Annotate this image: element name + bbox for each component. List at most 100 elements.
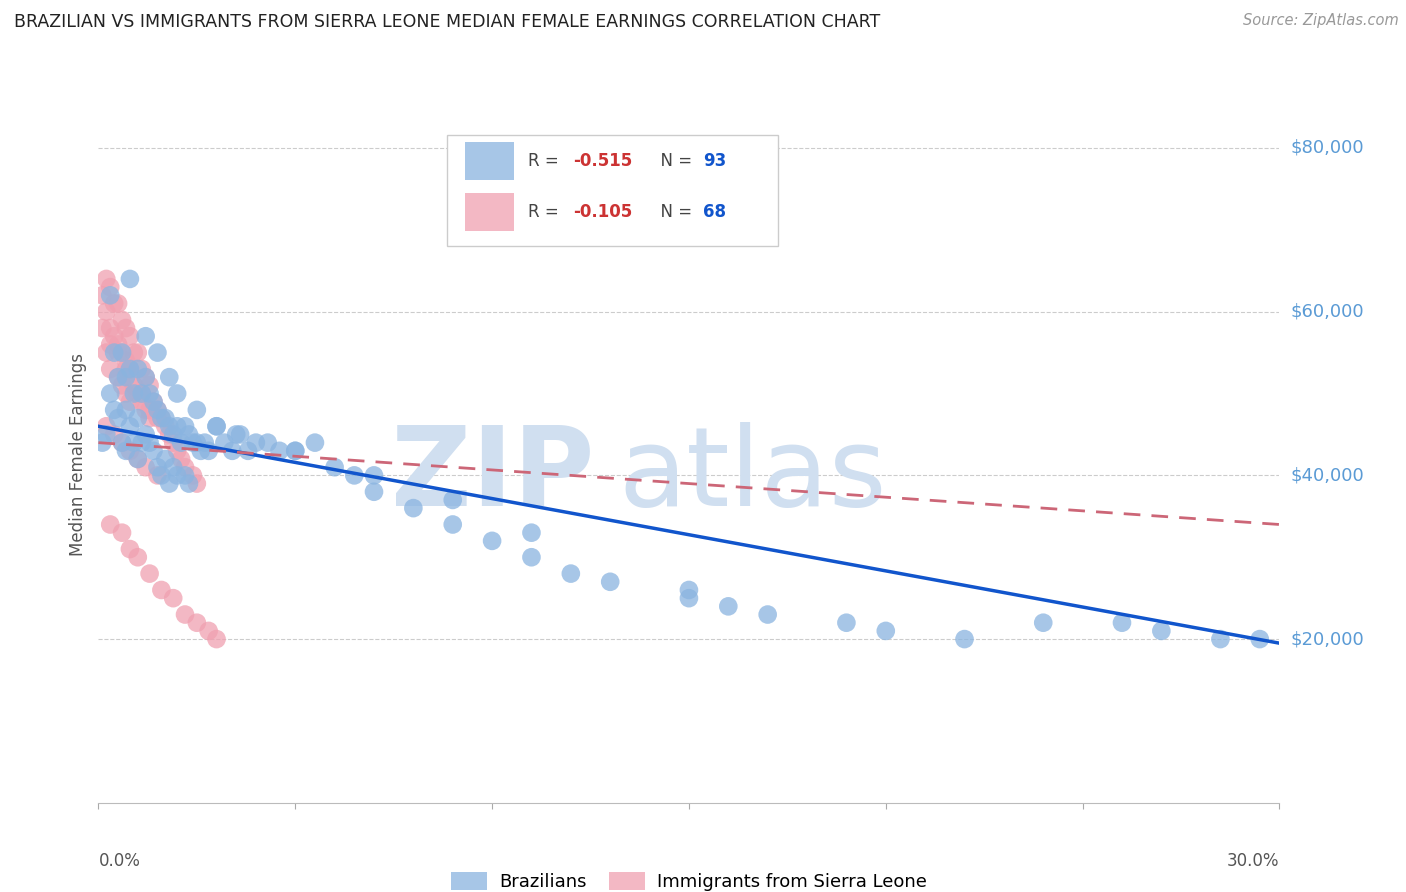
- Point: [181, 468, 204, 483]
- Point: [103, 296, 125, 310]
- Text: $60,000: $60,000: [1291, 302, 1364, 321]
- Point: [146, 460, 169, 475]
- Point: [135, 370, 157, 384]
- Point: [118, 272, 141, 286]
- Point: [118, 362, 141, 376]
- Point: [363, 468, 385, 483]
- Text: $80,000: $80,000: [1291, 139, 1364, 157]
- Point: [146, 468, 169, 483]
- Point: [127, 386, 149, 401]
- Point: [177, 476, 200, 491]
- Point: [304, 435, 326, 450]
- Point: [103, 403, 125, 417]
- Point: [197, 443, 219, 458]
- Point: [284, 443, 307, 458]
- Point: [229, 427, 252, 442]
- Point: [131, 386, 153, 401]
- Point: [107, 296, 129, 310]
- Point: [174, 460, 197, 475]
- Point: [111, 313, 134, 327]
- Text: -0.105: -0.105: [574, 202, 633, 220]
- Point: [441, 492, 464, 507]
- Point: [205, 419, 228, 434]
- Point: [146, 411, 169, 425]
- Text: 68: 68: [703, 202, 725, 220]
- Point: [157, 370, 180, 384]
- Point: [96, 419, 118, 434]
- Point: [118, 394, 141, 409]
- Text: 0.0%: 0.0%: [98, 852, 141, 870]
- Point: [98, 362, 121, 376]
- Point: [131, 435, 153, 450]
- Point: [150, 411, 173, 425]
- Point: [875, 624, 897, 638]
- Point: [174, 468, 197, 483]
- Point: [103, 345, 125, 359]
- Point: [135, 427, 157, 442]
- Point: [122, 345, 145, 359]
- Point: [256, 435, 278, 450]
- Y-axis label: Median Female Earnings: Median Female Earnings: [69, 353, 87, 557]
- Point: [155, 411, 177, 425]
- Point: [118, 362, 141, 376]
- Text: 93: 93: [703, 152, 727, 170]
- Point: [166, 443, 188, 458]
- Point: [96, 304, 118, 318]
- Point: [678, 582, 700, 597]
- Point: [111, 345, 134, 359]
- Text: $20,000: $20,000: [1291, 630, 1364, 648]
- Bar: [464, 193, 515, 231]
- Point: [170, 435, 193, 450]
- Point: [155, 452, 177, 467]
- Point: [138, 411, 160, 425]
- Point: [115, 370, 138, 384]
- Point: [135, 370, 157, 384]
- Point: [91, 288, 114, 302]
- Point: [363, 484, 385, 499]
- Point: [162, 460, 184, 475]
- Point: [122, 386, 145, 401]
- Text: R =: R =: [529, 152, 564, 170]
- Point: [162, 591, 184, 606]
- Point: [142, 443, 165, 458]
- Point: [142, 394, 165, 409]
- Point: [166, 419, 188, 434]
- Point: [127, 411, 149, 425]
- Point: [122, 378, 145, 392]
- Point: [138, 435, 160, 450]
- Point: [150, 582, 173, 597]
- Point: [157, 476, 180, 491]
- Point: [146, 403, 169, 417]
- Point: [1111, 615, 1133, 630]
- Point: [98, 288, 121, 302]
- Point: [174, 419, 197, 434]
- Point: [717, 599, 740, 614]
- Text: N =: N =: [650, 152, 697, 170]
- Point: [138, 403, 160, 417]
- Point: [111, 378, 134, 392]
- Point: [170, 452, 193, 467]
- Point: [107, 370, 129, 384]
- Point: [138, 386, 160, 401]
- Point: [98, 386, 121, 401]
- Point: [118, 419, 141, 434]
- Text: BRAZILIAN VS IMMIGRANTS FROM SIERRA LEONE MEDIAN FEMALE EARNINGS CORRELATION CHA: BRAZILIAN VS IMMIGRANTS FROM SIERRA LEON…: [14, 13, 880, 31]
- Point: [127, 345, 149, 359]
- Point: [103, 329, 125, 343]
- Text: 30.0%: 30.0%: [1227, 852, 1279, 870]
- Point: [520, 525, 543, 540]
- Point: [118, 542, 141, 557]
- Point: [96, 272, 118, 286]
- Point: [166, 468, 188, 483]
- Point: [122, 378, 145, 392]
- Point: [111, 525, 134, 540]
- Point: [96, 345, 118, 359]
- Point: [197, 624, 219, 638]
- Point: [1032, 615, 1054, 630]
- Text: R =: R =: [529, 202, 564, 220]
- Legend: Brazilians, Immigrants from Sierra Leone: Brazilians, Immigrants from Sierra Leone: [443, 864, 935, 892]
- Point: [111, 345, 134, 359]
- Point: [138, 566, 160, 581]
- Point: [127, 452, 149, 467]
- Point: [115, 362, 138, 376]
